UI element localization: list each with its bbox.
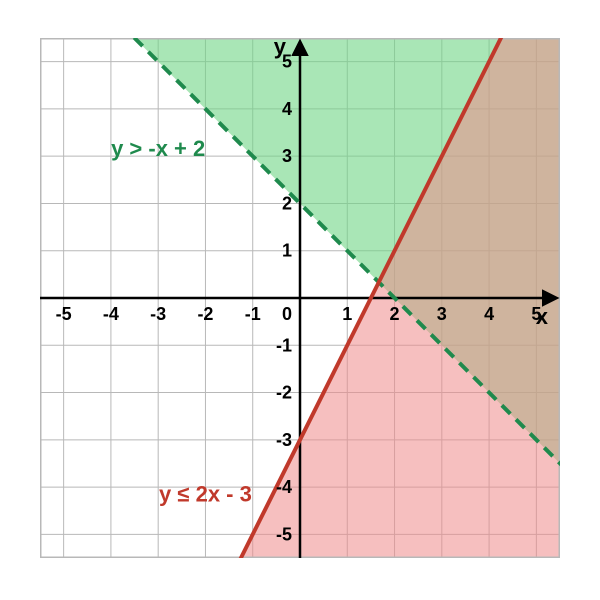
svg-text:y: y — [274, 38, 287, 59]
svg-text:-1: -1 — [245, 304, 261, 324]
chart-svg: -5-4-3-2-1012345-5-4-3-2-112345xyy > -x … — [40, 38, 560, 558]
inequality-label: y > -x + 2 — [111, 136, 205, 161]
svg-text:2: 2 — [390, 304, 400, 324]
svg-text:-2: -2 — [276, 382, 292, 402]
svg-text:-3: -3 — [276, 429, 292, 449]
svg-text:4: 4 — [282, 98, 292, 118]
svg-text:-5: -5 — [276, 524, 292, 544]
svg-text:0: 0 — [282, 304, 292, 324]
svg-text:-3: -3 — [150, 304, 166, 324]
inequality-chart: -5-4-3-2-1012345-5-4-3-2-112345xyy > -x … — [40, 38, 560, 563]
svg-text:1: 1 — [282, 240, 292, 260]
svg-text:2: 2 — [282, 193, 292, 213]
svg-text:-1: -1 — [276, 335, 292, 355]
svg-text:-4: -4 — [276, 477, 292, 497]
svg-text:-4: -4 — [103, 304, 119, 324]
svg-text:1: 1 — [342, 304, 352, 324]
svg-text:-5: -5 — [56, 304, 72, 324]
svg-text:4: 4 — [484, 304, 494, 324]
svg-text:-2: -2 — [197, 304, 213, 324]
inequality-label: y ≤ 2x - 3 — [159, 481, 252, 506]
svg-text:x: x — [536, 304, 549, 329]
svg-text:3: 3 — [282, 146, 292, 166]
svg-text:3: 3 — [437, 304, 447, 324]
